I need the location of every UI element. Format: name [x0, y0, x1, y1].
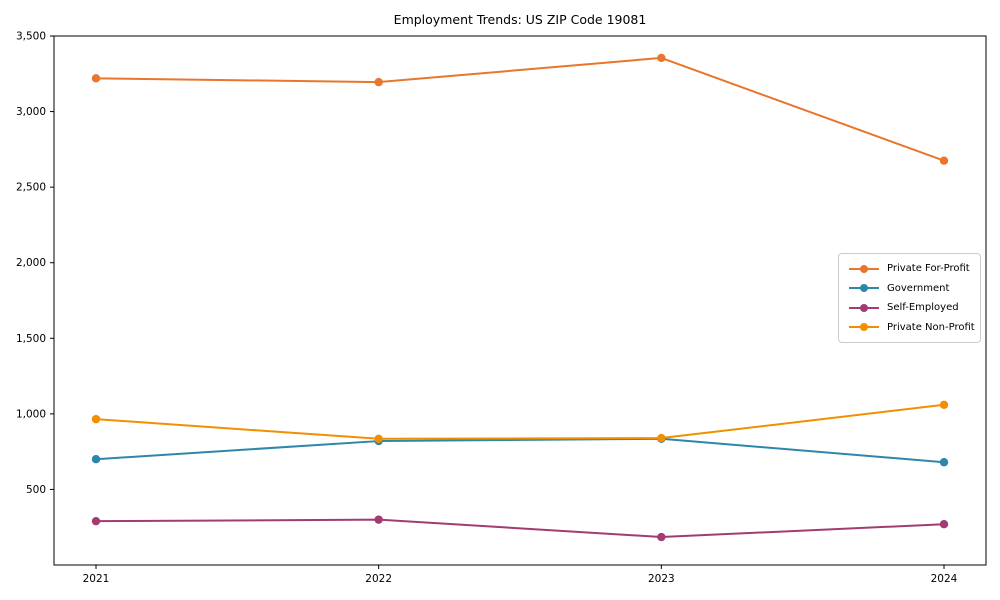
data-point	[374, 77, 383, 87]
legend: Private For-Profit Government Self-Employe…	[838, 253, 981, 343]
data-point	[91, 516, 101, 526]
legend-label: Private For-Profit	[887, 263, 970, 275]
legend-dot-icon	[860, 284, 868, 293]
series-line	[95, 403, 945, 440]
legend-line-marker-icon	[849, 284, 879, 293]
data-point	[657, 433, 666, 443]
y-tick-label: 2,000	[16, 257, 46, 269]
y-tick-label: 2,500	[16, 182, 46, 194]
series-line	[95, 518, 945, 539]
x-tick-label: 2022	[365, 573, 392, 585]
data-point	[657, 53, 666, 63]
data-point	[939, 400, 949, 409]
x-tick-label: 2023	[648, 573, 675, 585]
data-point	[939, 458, 949, 467]
data-point	[374, 434, 383, 443]
legend-label: Private Non-Profit	[887, 321, 975, 333]
legend-dot-icon	[860, 264, 868, 273]
legend-item: Private For-Profit	[849, 263, 973, 274]
legend-line-marker-icon	[849, 264, 879, 273]
x-tick-label: 2021	[83, 573, 110, 585]
legend-label: Self-Employed	[887, 302, 959, 314]
legend-dot-icon	[860, 323, 868, 332]
legend-line-marker-icon	[849, 303, 879, 312]
legend-item: Government	[849, 283, 973, 294]
legend-dot-icon	[860, 303, 868, 312]
legend-line-marker-icon	[849, 323, 879, 332]
data-point	[657, 532, 666, 542]
data-point	[91, 414, 101, 424]
legend-item: Private Non-Profit	[849, 321, 975, 333]
data-point	[939, 519, 949, 529]
series-line	[95, 56, 945, 162]
data-point	[374, 515, 383, 524]
y-tick-label: 3,500	[16, 31, 46, 43]
chart-title: Employment Trends: US ZIP Code 19081	[393, 12, 647, 27]
legend-item: Self-Employed	[849, 302, 973, 313]
y-tick-label: 1,500	[16, 333, 46, 345]
data-point	[91, 74, 101, 83]
y-tick-label: 3,000	[16, 106, 46, 118]
x-tick-label: 2024	[931, 573, 958, 585]
data-point	[939, 156, 949, 165]
data-point	[91, 455, 101, 464]
plot-frame	[53, 35, 987, 566]
y-tick-label: 1,000	[16, 408, 46, 420]
legend-label: Government	[887, 282, 950, 294]
series-line	[95, 437, 945, 464]
y-tick-label: 500	[26, 484, 46, 496]
